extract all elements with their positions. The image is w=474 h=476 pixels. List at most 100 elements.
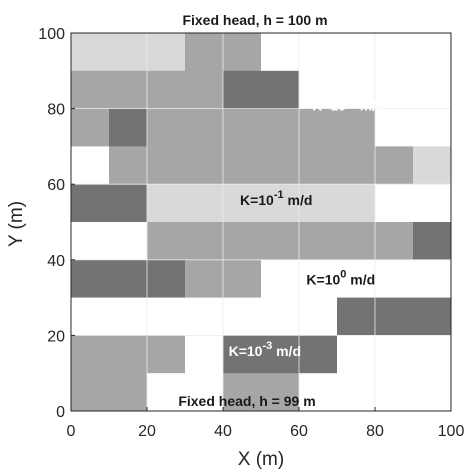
cell-4-4 <box>223 222 262 261</box>
cell-4-8 <box>375 222 414 261</box>
cell-1-5 <box>261 335 300 374</box>
cell-6-7 <box>337 146 376 185</box>
cell-0-3 <box>185 373 224 412</box>
cell-5-6 <box>299 184 338 223</box>
cell-6-6 <box>299 146 338 185</box>
cell-3-3 <box>185 259 224 298</box>
annotation-unit: m/d <box>346 271 375 287</box>
cell-9-7 <box>337 33 376 72</box>
cell-8-1 <box>109 70 148 109</box>
cell-4-9 <box>413 222 452 261</box>
cell-6-0 <box>71 146 110 185</box>
annotation-exponent: 0 <box>340 268 346 280</box>
conductivity-annotation: K=100 m/d <box>306 268 375 287</box>
cell-5-9 <box>413 184 452 223</box>
cell-1-6 <box>299 335 338 374</box>
cell-7-8 <box>375 108 414 147</box>
cell-5-4 <box>223 184 262 223</box>
cell-0-4 <box>223 373 262 412</box>
cell-3-6 <box>299 259 338 298</box>
plot-frame <box>70 32 452 412</box>
cell-8-2 <box>147 70 186 109</box>
annotation-base: K=10 <box>240 192 274 208</box>
annotation-base: K=10 <box>229 343 263 359</box>
cell-4-6 <box>299 222 338 261</box>
cell-2-9 <box>413 297 452 336</box>
y-tick-label: 100 <box>38 26 65 43</box>
conductivity-annotations: K=10-2 m/dK=10-1 m/dK=100 m/dK=10-3 m/d <box>229 94 385 359</box>
x-axis-title: X (m) <box>238 449 284 470</box>
annotation-unit: m/d <box>284 192 313 208</box>
cell-2-0 <box>71 297 110 336</box>
cell-2-7 <box>337 297 376 336</box>
cell-0-2 <box>147 373 186 412</box>
cell-9-6 <box>299 33 338 72</box>
conductivity-annotation: K=10-2 m/d <box>312 94 384 113</box>
annotation-exponent: -3 <box>262 340 272 352</box>
cell-4-5 <box>261 222 300 261</box>
y-axis-title: Y (m) <box>6 201 27 247</box>
cell-9-2 <box>147 33 186 72</box>
cell-5-0 <box>71 184 110 223</box>
x-tick-label: 60 <box>290 423 308 440</box>
cell-7-6 <box>299 108 338 147</box>
cell-0-8 <box>375 373 414 412</box>
cell-8-7 <box>337 70 376 109</box>
cell-1-2 <box>147 335 186 374</box>
cell-8-0 <box>71 70 110 109</box>
cell-6-3 <box>185 146 224 185</box>
cell-0-5 <box>261 373 300 412</box>
cell-3-4 <box>223 259 262 298</box>
cell-2-4 <box>223 297 262 336</box>
cell-6-2 <box>147 146 186 185</box>
cell-4-2 <box>147 222 186 261</box>
cell-7-0 <box>71 108 110 147</box>
y-tick-label: 0 <box>56 404 65 421</box>
cell-5-5 <box>261 184 300 223</box>
annotation-unit: m/d <box>272 343 301 359</box>
cell-3-2 <box>147 259 186 298</box>
cell-8-8 <box>375 70 414 109</box>
cell-5-3 <box>185 184 224 223</box>
cell-0-9 <box>413 373 452 412</box>
cell-5-7 <box>337 184 376 223</box>
cell-3-8 <box>375 259 414 298</box>
cell-7-1 <box>109 108 148 147</box>
conductivity-annotation: K=10-1 m/d <box>240 189 312 208</box>
annotation-exponent: -1 <box>274 189 284 201</box>
cell-1-7 <box>337 335 376 374</box>
cell-9-1 <box>109 33 148 72</box>
cell-1-1 <box>109 335 148 374</box>
x-tick-label: 20 <box>138 423 156 440</box>
cell-8-6 <box>299 70 338 109</box>
cell-9-0 <box>71 33 110 72</box>
cell-6-8 <box>375 146 414 185</box>
cell-2-2 <box>147 297 186 336</box>
cell-9-9 <box>413 33 452 72</box>
cell-2-1 <box>109 297 148 336</box>
cell-0-7 <box>337 373 376 412</box>
cell-4-0 <box>71 222 110 261</box>
cell-8-9 <box>413 70 452 109</box>
cell-1-9 <box>413 335 452 374</box>
cell-6-1 <box>109 146 148 185</box>
cell-8-5 <box>261 70 300 109</box>
cell-7-9 <box>413 108 452 147</box>
cell-2-5 <box>261 297 300 336</box>
cell-2-6 <box>299 297 338 336</box>
cell-0-0 <box>71 373 110 412</box>
cell-3-7 <box>337 259 376 298</box>
y-tick-label: 60 <box>47 177 65 194</box>
annotation-base: K=10 <box>312 97 346 113</box>
cell-4-7 <box>337 222 376 261</box>
cell-5-1 <box>109 184 148 223</box>
cell-2-8 <box>375 297 414 336</box>
cell-3-0 <box>71 259 110 298</box>
annotation-exponent: -2 <box>346 94 356 106</box>
conductivity-annotation: K=10-3 m/d <box>229 340 301 359</box>
cell-9-4 <box>223 33 262 72</box>
chart-title: Fixed head, h = 100 m <box>182 12 327 28</box>
cell-3-1 <box>109 259 148 298</box>
cell-6-4 <box>223 146 262 185</box>
cell-6-5 <box>261 146 300 185</box>
